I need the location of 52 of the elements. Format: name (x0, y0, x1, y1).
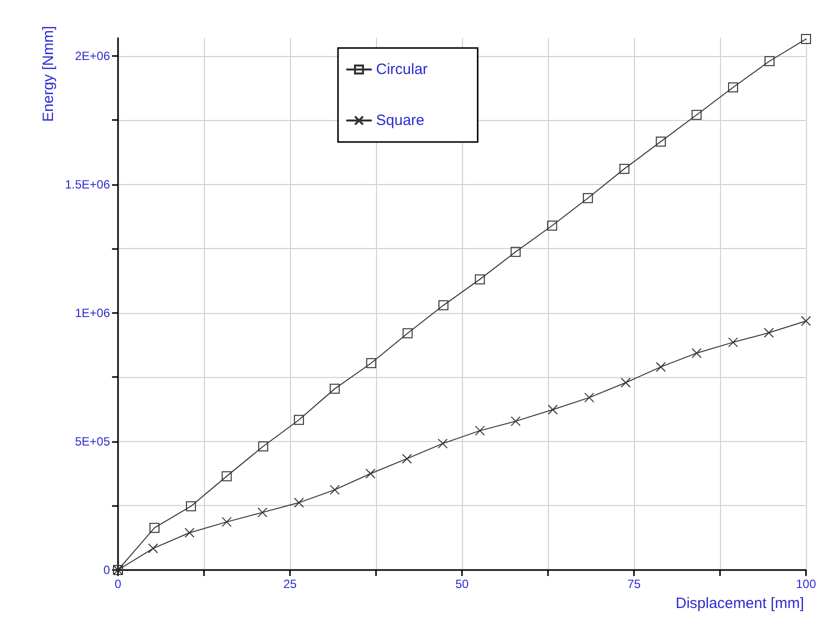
point (330, 384, 340, 394)
point (728, 337, 738, 348)
point (764, 56, 775, 66)
point (547, 220, 558, 231)
x-tick-label: 100 (796, 577, 816, 591)
y-tick-label: 2E+06 (74, 48, 110, 63)
point (438, 438, 448, 449)
point (801, 316, 811, 326)
x-tick-label: 25 (283, 577, 297, 591)
point (148, 543, 158, 554)
point (222, 516, 232, 527)
point (510, 246, 521, 257)
point (656, 136, 666, 147)
point (764, 328, 774, 338)
point (258, 441, 268, 452)
point (330, 484, 340, 495)
point (294, 414, 304, 425)
y-tick-label: 1E+06 (74, 306, 110, 320)
point (438, 300, 448, 310)
y-tick-label: 1.5E+06 (64, 177, 110, 192)
legend-label: Circular (376, 61, 428, 78)
point (801, 34, 811, 44)
x-tick-label: 0 (114, 577, 122, 591)
point (474, 426, 485, 436)
point (186, 501, 196, 512)
point (184, 528, 195, 538)
point (692, 348, 702, 358)
point (149, 522, 160, 533)
y-tick-label: 0 (103, 563, 110, 577)
point (692, 110, 702, 120)
point (584, 392, 594, 403)
point (474, 274, 485, 284)
point (620, 378, 631, 388)
point (366, 358, 376, 368)
point (728, 82, 738, 92)
point (548, 404, 558, 415)
point (365, 468, 376, 479)
point (294, 498, 304, 508)
point (402, 328, 413, 338)
y-axis-title: Energy [Nmm] (40, 26, 57, 122)
x-tick-label: 50 (455, 577, 469, 591)
x-axis-title: Displacement [mm] (676, 595, 804, 612)
point (402, 454, 412, 464)
point (510, 416, 521, 426)
point (257, 507, 268, 518)
point (656, 362, 666, 372)
x-tick-label: 75 (627, 577, 641, 591)
point (222, 471, 232, 482)
y-tick-label: 5E+05 (74, 434, 110, 448)
point (582, 193, 593, 204)
point (619, 164, 630, 174)
legend-label: Square (376, 112, 424, 129)
